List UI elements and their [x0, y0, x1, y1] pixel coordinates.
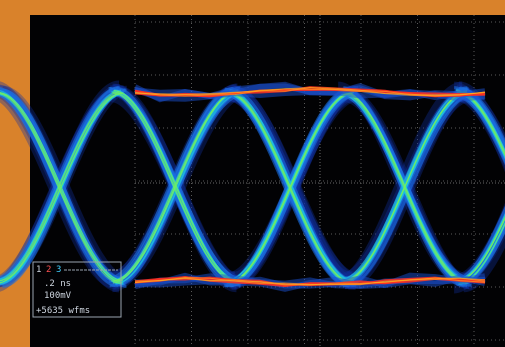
scope-window: 1 2 3 .2 ns 100mV +5635 wfms [0, 0, 505, 347]
waveform-count: +5635 wfms [36, 306, 90, 316]
channel-label: 1 [36, 265, 41, 275]
timebase-label: .2 ns [44, 279, 71, 289]
channel-label: 2 [46, 265, 51, 275]
scale-label: 100mV [44, 291, 72, 301]
scope-screen: 1 2 3 .2 ns 100mV +5635 wfms [0, 0, 505, 347]
channel-label: 3 [56, 265, 61, 275]
